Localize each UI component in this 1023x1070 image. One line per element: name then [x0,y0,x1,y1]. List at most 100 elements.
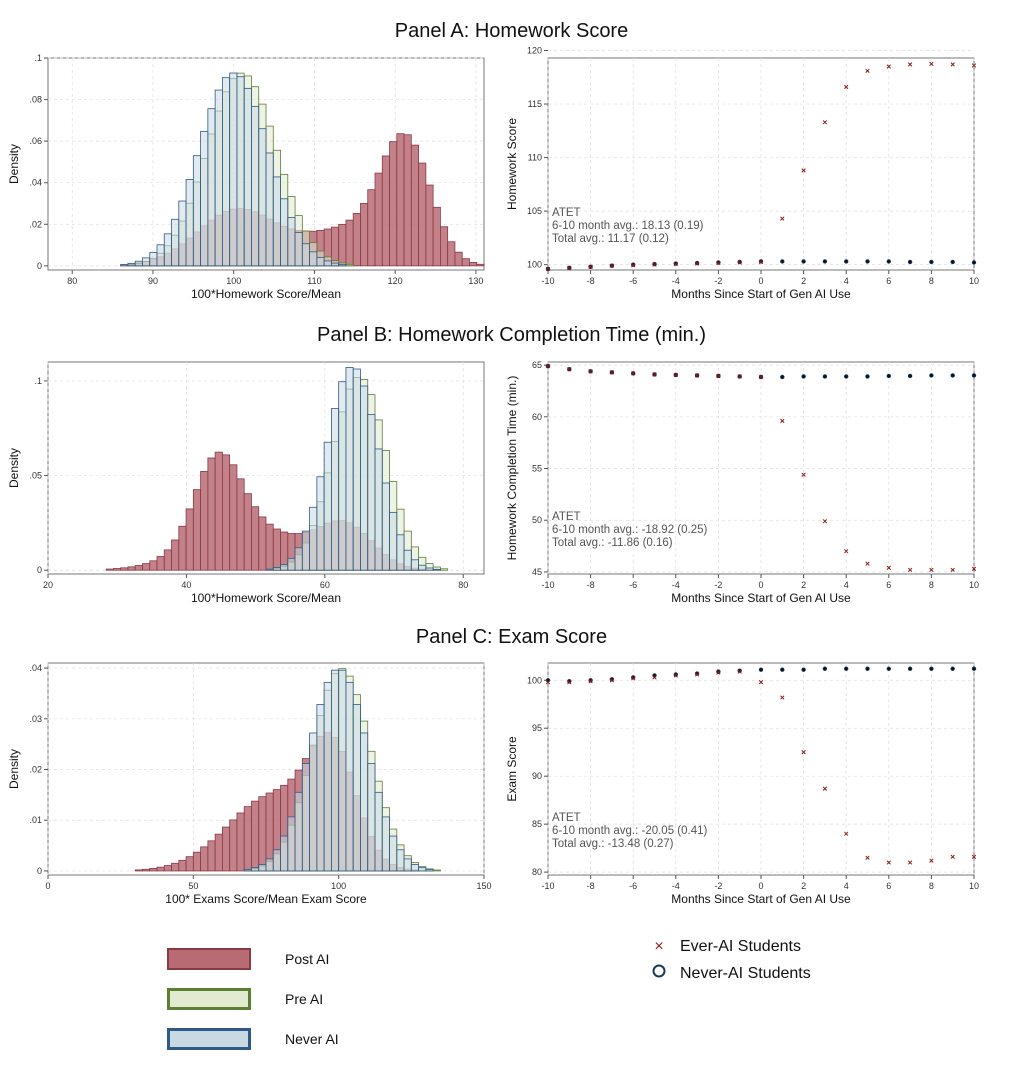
ever-ai-point [716,260,721,266]
panel-c-title: Panel C: Exam Score [415,626,608,648]
never-ai-bar [265,152,274,267]
x-tick-label: 80 [458,580,468,590]
post-ai-bar [142,563,151,571]
never-ai-point [567,679,572,684]
panel-c-scatter: 80 85 90 95 100 -10 -8 -6 -4 -2 0 2 4 6 8 10 Months Sinc… [505,662,979,906]
post-ai-swatch [167,948,251,970]
never-ai-bar [381,482,390,571]
ever-ai-point [609,370,615,375]
never-ai-bar [280,564,289,571]
post-ai-bar [469,261,478,267]
never-ai-bar [389,835,398,872]
never-ai-bar [236,76,245,267]
never-ai-point [694,671,700,676]
x-axis-label: 100*Homework Score/Mean [191,287,341,301]
post-ai-bar [338,223,347,267]
atet-annotation: ATET [552,207,581,219]
x-tick-label: 120 [388,276,403,286]
never-ai-bar [309,251,318,267]
post-ai-bar [185,856,194,872]
never-ai-bar [243,87,252,267]
post-ai-bar [163,549,172,571]
post-ai-bar [258,796,267,872]
never-ai-point [716,669,721,674]
never-ai-bar [265,858,274,872]
never-ai-bar [403,858,412,872]
pre-ai-swatch [167,988,251,1010]
never-ai-bar [258,128,267,267]
never-ai-bar [287,557,296,571]
never-ai-bar [301,530,311,571]
never-ai-bar [316,256,325,267]
y-tick-label: 100 [527,675,542,685]
never-ai-bar [403,549,412,571]
ever-ai-point [758,680,764,685]
y-tick-label: .05 [29,471,42,481]
post-ai-bar [142,868,151,872]
ever-ai-point [971,63,977,68]
pre-ai-bar [345,263,354,267]
never-ai-bar [374,791,383,872]
x-tick-label: -4 [672,580,680,590]
panel-b-histogram: 0 .05 .1 20 40 60 80 100*Homework Score/Mean Den… [7,361,485,605]
x-tick-label: -10 [541,881,554,891]
post-ai-bar [207,840,216,872]
atet-annotation: Total avg.: 11.17 (0.12) [552,233,669,245]
never-ai-bar [200,130,209,267]
never-ai-bar [156,244,165,267]
never-ai-bar [330,408,340,571]
y-tick-label: .08 [29,95,42,105]
post-ai-bar [178,525,187,571]
ever-ai-point [844,831,849,836]
post-ai-bar [214,451,223,571]
never-ai-bar [272,176,281,267]
panel-c-histogram: 0 .01 .02 .03 .04 0 50 100 150 100* Exams Score/M… [7,662,492,906]
y-tick-label: 120 [527,46,542,56]
ever-ai-point [929,567,934,573]
never-ai-bar [142,257,151,267]
post-ai-bar [403,134,412,267]
atet-annotation: 6-10 month avg.: -20.05 (0.41) [552,825,708,837]
x-tick-label: -8 [587,276,595,286]
y-tick-label: 80 [532,867,542,877]
post-ai-bar [389,141,398,267]
atet-annotation: 6-10 month avg.: -18.92 (0.25) [552,524,708,536]
never-ai-point [950,259,955,265]
ever-ai-point [588,679,593,684]
x-axis-label: Months Since Start of Gen AI Use [671,892,851,906]
never-ai-point [844,259,849,264]
ever-ai-point [886,64,891,69]
ever-ai-point [801,750,806,755]
legend-ever-ai-students-label: Ever-AI Students [680,938,801,955]
ever-ai-point [609,678,615,683]
y-tick-label: 105 [527,206,542,216]
never-ai-bar [381,816,390,872]
never-ai-bar [280,835,289,872]
x-tick-label: 8 [929,881,934,891]
post-ai-bar [476,263,485,267]
ever-ai-point [822,786,828,791]
never-ai-bar [265,568,274,571]
legend-never-ai: Never AI [167,1028,339,1050]
x-tick-label: -6 [629,276,637,286]
post-ai-bar [265,523,274,571]
y-tick-label: .04 [29,663,42,673]
post-ai-bar [374,172,383,267]
post-ai-bar [171,539,180,571]
post-ai-bar [461,258,470,267]
post-ai-bar [229,819,238,872]
never-ai-bar [272,849,281,872]
x-tick-label: 8 [929,580,934,590]
y-tick-label: .1 [34,376,42,386]
y-tick-label: .02 [29,765,42,775]
never-ai-point [886,373,891,379]
ever-ai-point [971,566,977,571]
never-ai-bar [171,218,180,267]
never-ai-bar [120,264,129,267]
post-ai-bar [243,493,252,571]
never-ai-point [801,259,806,264]
never-ai-bar [338,669,347,872]
never-ai-point [971,260,977,265]
ever-ai-point [694,373,700,378]
x-tick-label: 110 [307,276,321,286]
